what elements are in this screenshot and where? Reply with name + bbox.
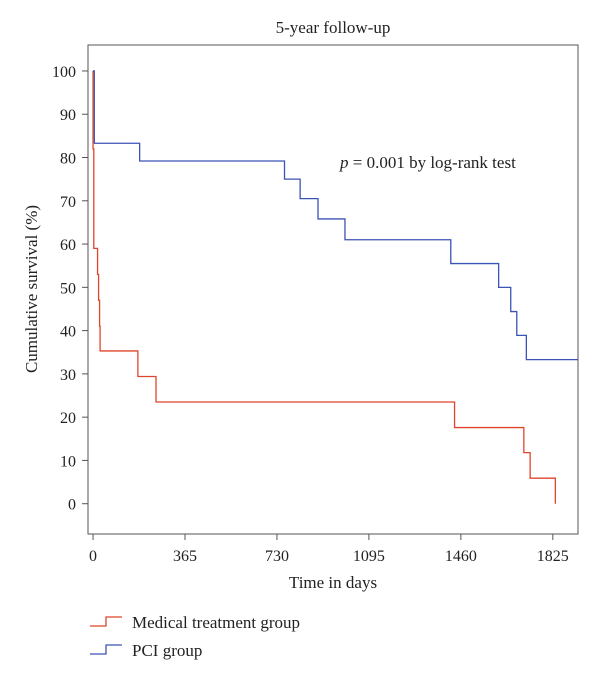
legend-swatch-medical: [90, 616, 122, 627]
p-value-annotation: p = 0.001 by log-rank test: [339, 153, 516, 172]
x-tick-label: 1095: [353, 548, 385, 565]
medical-treatment-line: [92, 70, 556, 504]
y-axis-label: Cumulative survival (%): [22, 205, 41, 373]
y-tick-label: 100: [52, 64, 76, 81]
legend-label-medical: Medical treatment group: [132, 613, 300, 632]
plot-frame: [87, 44, 579, 535]
y-tick-label: 60: [60, 237, 76, 254]
pci-line: [93, 70, 578, 361]
y-tick-label: 50: [60, 280, 76, 297]
y-tick-label: 20: [60, 410, 76, 427]
y-tick-label: 80: [60, 151, 76, 168]
chart-title: 5-year follow-up: [276, 18, 391, 37]
p-value-text: = 0.001 by log-rank test: [349, 153, 517, 172]
y-tick-label: 70: [60, 194, 76, 211]
y-tick-label: 40: [60, 324, 76, 341]
legend: Medical treatment group PCI group: [90, 613, 300, 660]
legend-item-medical: Medical treatment group: [90, 613, 300, 632]
legend-label-pci: PCI group: [132, 641, 202, 660]
y-tick-label: 30: [60, 367, 76, 384]
x-tick-label: 365: [173, 548, 197, 565]
y-axis-ticks: 0 10 20 30 40 50 60 70 80 90 100: [52, 64, 88, 514]
legend-item-pci: PCI group: [90, 641, 202, 660]
y-tick-label: 10: [60, 453, 76, 470]
legend-swatch-pci: [90, 644, 122, 655]
series-layer: [92, 70, 578, 504]
y-tick-label: 90: [60, 107, 76, 124]
x-axis-label: Time in days: [289, 573, 377, 592]
p-symbol: p: [339, 153, 349, 172]
x-tick-label: 0: [89, 548, 97, 565]
y-tick-label: 0: [68, 497, 76, 514]
x-tick-label: 730: [265, 548, 289, 565]
x-tick-label: 1460: [445, 548, 477, 565]
x-tick-label: 1825: [537, 548, 569, 565]
x-axis-ticks: 0 365 730 1095 1460 1825: [89, 534, 569, 565]
